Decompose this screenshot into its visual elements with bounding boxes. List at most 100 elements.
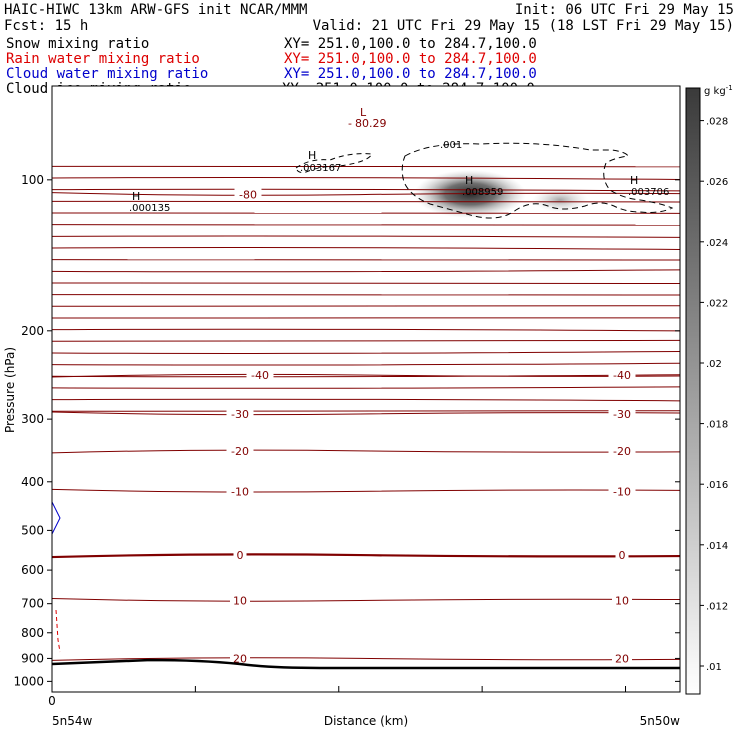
field-cloudwater-xy: XY= 251.0,100.0 to 284.7,100.0 (284, 66, 537, 82)
contour-label-bg (612, 593, 632, 607)
low-value: 80.29 (355, 117, 387, 130)
contour-label-bg (230, 593, 250, 607)
stable-layer-line (52, 350, 680, 354)
temperature-contour (52, 411, 680, 416)
colorbar-tick-label: .018 (706, 420, 728, 431)
stable-layer-line (52, 305, 680, 307)
high-value-3: .003706 (628, 187, 669, 198)
temperature-contour-label: -10 (613, 485, 631, 498)
contour-label-bg (226, 484, 254, 498)
stable-layer-line (52, 259, 680, 261)
field-snow-xy: XY= 251.0,100.0 to 284.7,100.0 (284, 36, 537, 52)
temperature-contour (52, 192, 680, 196)
x-zero-label: 0 (48, 694, 56, 708)
y-tick-label: 800 (21, 626, 44, 640)
y-tick-label: 700 (21, 597, 44, 611)
temperature-contours: -80 -40 -40 -30 -30 -20 -20 -10 -10 0 0 10 10 20 20 (52, 187, 680, 665)
contour-label-bg (246, 368, 274, 382)
colorbar-tick-label: .014 (706, 541, 728, 552)
x-axis-label: Distance (km) (324, 714, 408, 728)
header-line1-left: HAIC-HIWC 13km ARW-GFS init NCAR/MMM (4, 2, 307, 18)
field-rain-name: Rain water mixing ratio (6, 51, 200, 67)
temperature-contour (52, 488, 680, 493)
contour-label-bg (608, 406, 636, 420)
y-tick-label: 400 (21, 475, 44, 489)
x-axis (51, 686, 627, 692)
colorbar-tick-label: .026 (706, 177, 728, 188)
stable-layer-line (52, 328, 680, 332)
temperature-contour (52, 373, 680, 378)
stable-layer-line (52, 282, 680, 284)
field-rain-xy: XY= 251.0,100.0 to 284.7,100.0 (284, 51, 537, 67)
low-value-dash: - (348, 117, 352, 130)
temperature-contour-label: 0 (619, 549, 626, 562)
low-mark: L (360, 106, 367, 119)
snow-contour-001 (401, 142, 674, 219)
contour-label-bg (226, 443, 254, 457)
colorbar-tick-label: .02 (706, 359, 722, 370)
temperature-contour (52, 657, 680, 661)
y-tick-label: 200 (21, 324, 44, 338)
temperature-contour-label: 20 (615, 652, 629, 665)
colorbar-tick-label: .022 (706, 298, 728, 309)
y-tick-label: 600 (21, 563, 44, 577)
colorbar-unit-exp: -1 (726, 84, 733, 92)
stable-layer-line (52, 269, 680, 273)
temperature-contour-label: 0 (237, 549, 244, 562)
contour-label-bg (612, 651, 632, 665)
temperature-contour-label: -30 (231, 408, 249, 421)
stable-layer-line (52, 188, 680, 192)
contour-label-bg (226, 406, 254, 420)
contour-label-bg (608, 368, 636, 382)
high-mark-2: H (465, 174, 473, 187)
x-start-label: 5n54w (52, 714, 93, 728)
contour-label-bg (608, 443, 636, 457)
y-tick-label: 300 (21, 412, 44, 426)
contour-label-bg (234, 187, 262, 201)
high-mark-1: H (308, 149, 316, 162)
colorbar-ticks: .01 .012 .014 .016 .018 .02 .022 .024 .026 .028 (700, 117, 728, 673)
header-line1-right: Init: 06 UTC Fri 29 May 15 (515, 2, 734, 18)
snow-secondary-shading (532, 188, 588, 212)
colorbar-ramp (685, 87, 701, 695)
high-value-2: .008959 (462, 187, 503, 198)
colorbar-tick-label: .024 (706, 238, 728, 249)
colorbar-tick-label: .01 (706, 662, 722, 673)
y-axis-label: Pressure (hPa) (3, 347, 17, 433)
temperature-contour-label: -40 (251, 369, 269, 382)
cloud-water-contour (51, 501, 61, 535)
temperature-contour-label: -40 (613, 369, 631, 382)
colorbar-unit-text: g kg (704, 86, 726, 97)
contour-label-bg (608, 484, 636, 498)
contour-label-bg (615, 548, 629, 562)
colorbar-tick-label: .012 (706, 601, 728, 612)
stable-layer-line (52, 386, 680, 389)
snow-contour-label: .001 (440, 140, 462, 151)
terrain-line (52, 658, 680, 670)
stable-layer-line (52, 374, 680, 378)
temperature-contour-label: 20 (233, 652, 247, 665)
y-tick-label: 100 (21, 173, 44, 187)
high-mark-4: H (132, 190, 140, 203)
stable-layer-line (52, 224, 680, 226)
x-end-label: 5n50w (640, 714, 681, 728)
snow-contour-small (295, 153, 373, 173)
stable-layer-line (52, 235, 680, 238)
contour-label-bg (233, 548, 247, 562)
temperature-contour-label: -10 (231, 485, 249, 498)
field-cloudwater-name: Cloud water mixing ratio (6, 66, 208, 82)
plot-contents: -80 -40 -40 -30 -30 -20 -20 -10 -10 0 0 10 10 20 20 .0… (52, 140, 680, 670)
high-value-4: .000135 (129, 203, 170, 214)
temperature-contour-label: -20 (231, 445, 249, 458)
temperature-contour-label: 10 (615, 595, 629, 608)
stable-layer-line (52, 362, 680, 366)
y-tick-label: 900 (21, 651, 44, 665)
rain-contour (55, 609, 61, 653)
stable-layer-line (52, 410, 680, 412)
high-value-1: .003167 (300, 163, 341, 174)
extrema-annotations: L - 80.29 H .003167 H .008959 H .003706 … (129, 106, 669, 214)
y-tick-label: 1000 (13, 674, 44, 688)
upper-contour-lines (52, 165, 680, 412)
